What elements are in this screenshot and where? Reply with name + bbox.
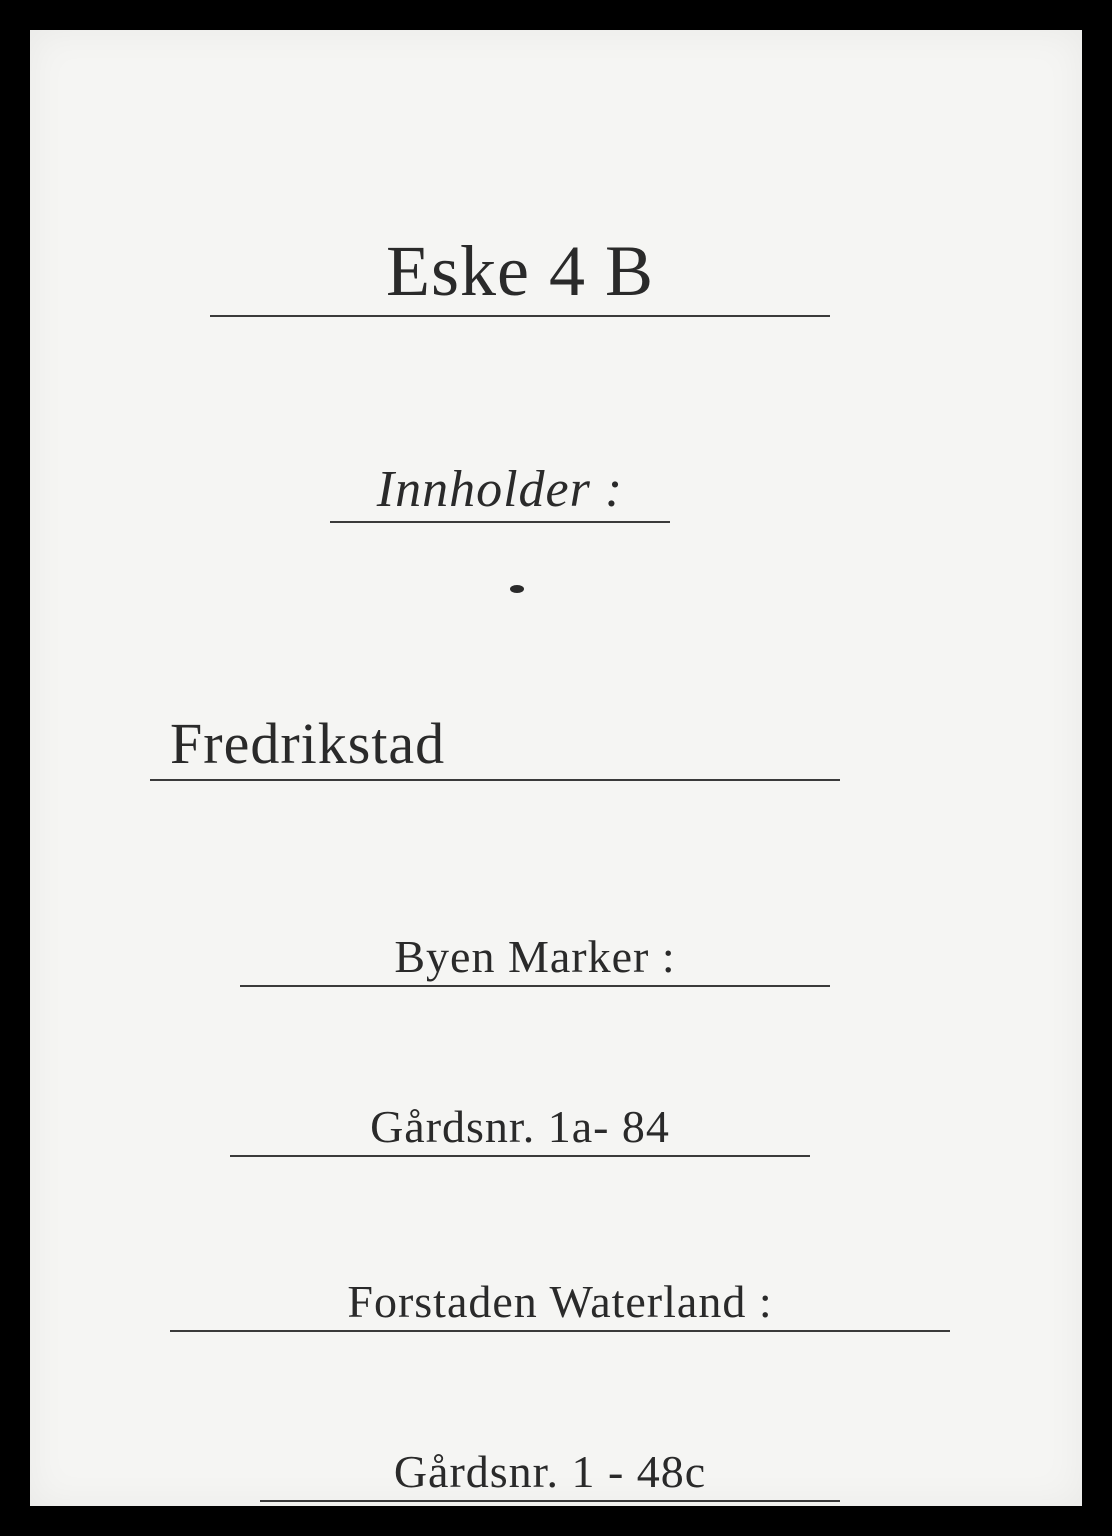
section2-header-text: Forstaden Waterland : xyxy=(347,1275,772,1330)
section1-range-line: Gårdsnr. 1a- 84 xyxy=(230,1100,810,1157)
ink-dot xyxy=(510,585,524,593)
section1-header-line: Byen Marker : xyxy=(240,930,830,987)
location-line: Fredrikstad xyxy=(150,710,840,781)
location-text: Fredrikstad xyxy=(150,710,840,779)
title-text: Eske 4 B xyxy=(386,230,654,315)
document-page: Eske 4 B Innholder : Fredrikstad Byen Ma… xyxy=(30,30,1082,1506)
section1-header-text: Byen Marker : xyxy=(394,930,675,985)
subtitle-line: Innholder : xyxy=(330,460,670,523)
section2-range-text: Gårdsnr. 1 - 48c xyxy=(394,1445,706,1500)
title-line: Eske 4 B xyxy=(210,230,830,317)
section1-range-text: Gårdsnr. 1a- 84 xyxy=(370,1100,670,1155)
section2-range-line: Gårdsnr. 1 - 48c xyxy=(260,1445,840,1502)
subtitle-text: Innholder : xyxy=(377,460,623,521)
section2-header-line: Forstaden Waterland : xyxy=(170,1275,950,1332)
